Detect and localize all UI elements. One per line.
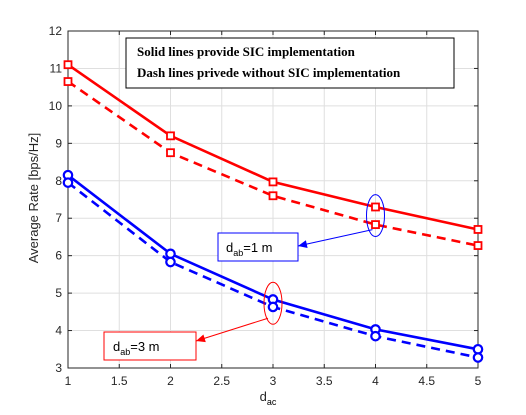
x-axis-label: dac xyxy=(260,389,277,407)
data-point-red_dash xyxy=(268,191,278,201)
callout-dab-1m-frame xyxy=(217,232,299,262)
x-tick-label: 1 xyxy=(65,374,72,388)
x-tick-label: 5 xyxy=(475,374,482,388)
y-tick-label: 5 xyxy=(55,286,62,300)
data-point-blue_dash xyxy=(165,256,176,268)
x-tick-label: 1.5 xyxy=(111,374,128,388)
data-point-red_solid xyxy=(166,131,175,141)
annotations xyxy=(195,194,385,343)
ellipse-dab-1m xyxy=(366,194,385,238)
series-line-red_dash xyxy=(67,80,479,247)
data-point-blue_dash xyxy=(370,330,381,342)
arrow-dab-3m-head xyxy=(196,334,206,343)
callout-dab-1m: dab=1 m xyxy=(217,232,299,262)
data-point-blue_dash xyxy=(267,301,279,313)
notes-box: Solid lines provide SIC implementation D… xyxy=(125,37,455,89)
ellipse-dab-3m xyxy=(263,281,283,325)
callout-dab-1m-label: dab=1 m xyxy=(226,240,273,258)
x-tick-label: 3 xyxy=(270,374,277,388)
data-point-red_dash xyxy=(63,77,73,86)
y-tick-label: 10 xyxy=(49,99,63,113)
arrow-dab-3m-shaft xyxy=(195,317,269,342)
callout-dab-3m-label: dab=3 m xyxy=(113,339,160,357)
y-tick-label: 9 xyxy=(55,136,62,150)
data-point-red_dash xyxy=(371,220,380,229)
y-tick-label: 8 xyxy=(55,174,62,188)
y-axis-label: Average Rate [bps/Hz] xyxy=(26,133,41,264)
axes-frame xyxy=(67,30,479,369)
y-tick-label: 12 xyxy=(49,24,63,38)
x-tick-label: 4 xyxy=(372,374,379,388)
data-point-blue_dash xyxy=(472,352,484,363)
note-solid-lines: Solid lines provide SIC implementation xyxy=(137,44,356,59)
y-tick-label: 11 xyxy=(50,61,63,75)
data-point-red_dash xyxy=(473,241,483,250)
data-point-red_solid xyxy=(63,60,73,70)
arrow-dab-1m-head xyxy=(298,240,308,248)
axes: 1 1.5 2 2.5 3 3.5 4 4.5 5 3 4 5 6 7 8 9 10 11 12 xyxy=(49,24,482,388)
note-dash-lines: Dash lines privede without SIC implement… xyxy=(137,65,401,80)
callout-dab-3m-frame xyxy=(103,331,197,361)
data-point-red_solid xyxy=(473,225,483,234)
y-tick-label: 6 xyxy=(55,249,62,263)
plot-series xyxy=(62,60,484,363)
y-tick-label: 3 xyxy=(55,361,62,375)
data-point-blue_dash xyxy=(62,177,74,188)
x-tick-label: 4.5 xyxy=(418,374,435,388)
arrow-dab-1m-shaft xyxy=(297,229,373,247)
data-point-red_solid xyxy=(268,177,278,187)
notes-box-frame xyxy=(125,37,455,89)
y-tick-label: 4 xyxy=(55,324,62,338)
y-tick-label: 7 xyxy=(55,211,62,225)
callout-dab-3m: dab=3 m xyxy=(103,331,197,361)
data-point-red_solid xyxy=(371,202,380,212)
x-tick-label: 2.5 xyxy=(213,374,230,388)
data-point-red_dash xyxy=(166,148,175,158)
x-tick-label: 2 xyxy=(167,374,174,388)
x-tick-label: 3.5 xyxy=(316,374,333,388)
